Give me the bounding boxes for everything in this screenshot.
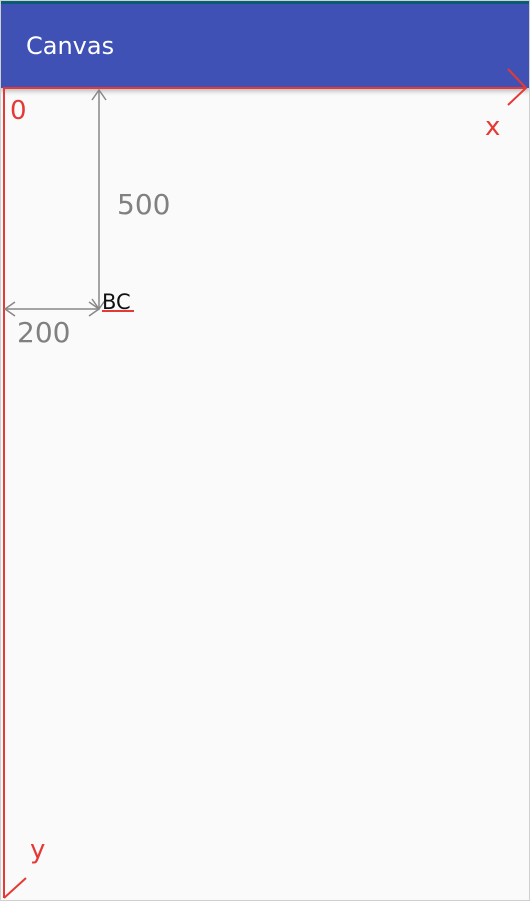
app-title: Canvas bbox=[26, 32, 115, 60]
horizontal-dimension-left-arrow bbox=[3, 301, 16, 317]
y-axis-label: y bbox=[30, 835, 45, 865]
status-bar bbox=[0, 0, 530, 4]
x-axis-arrow bbox=[507, 68, 528, 106]
vertical-dimension-top-arrow bbox=[91, 88, 107, 101]
x-axis-label: x bbox=[485, 112, 500, 142]
y-axis-arrow bbox=[3, 877, 27, 899]
origin-label: 0 bbox=[10, 96, 27, 126]
vertical-dimension-label: 500 bbox=[117, 188, 170, 221]
horizontal-dimension-right-arrow bbox=[88, 301, 101, 317]
horizontal-dimension-label: 200 bbox=[17, 316, 70, 349]
app-bar: Canvas bbox=[0, 4, 530, 88]
